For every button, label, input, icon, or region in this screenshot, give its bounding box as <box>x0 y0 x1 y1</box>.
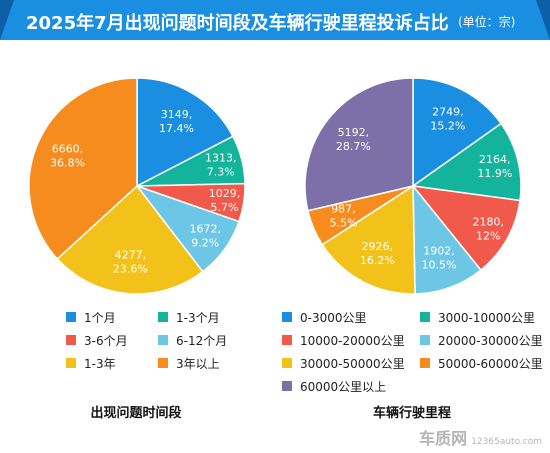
pie-data-label: 2749, 15.2% <box>430 105 465 132</box>
legend-label: 30000-50000公里 <box>300 356 405 371</box>
pie-slice <box>321 184 416 295</box>
pie-data-label: 4277, 23.6% <box>113 249 148 276</box>
header-notch-right <box>536 0 550 40</box>
watermark-logo: 车质网 12365auto.com <box>419 425 542 449</box>
watermark-url: 12365auto.com <box>471 437 542 447</box>
legend-label: 6-12个月 <box>176 333 228 348</box>
header-notch-left <box>0 0 14 40</box>
legend-item: 6-12个月 <box>158 332 227 348</box>
legend-item: 50000-60000公里 <box>420 355 543 371</box>
legend-swatch <box>66 335 76 345</box>
legend-swatch <box>420 358 430 368</box>
legend-item: 1-3年 <box>66 355 116 371</box>
legend-label: 0-3000公里 <box>300 310 367 325</box>
legend-swatch <box>282 335 292 345</box>
legend-swatch <box>282 358 292 368</box>
legend-item: 60000公里以上 <box>282 378 386 394</box>
pie-slice <box>304 77 414 212</box>
chart-title-mileage: 车辆行驶里程 <box>372 406 452 421</box>
legend-item: 10000-20000公里 <box>282 332 405 348</box>
legend-item: 3000-10000公里 <box>420 309 535 325</box>
pie-slice <box>56 184 204 295</box>
legend-label: 3000-10000公里 <box>438 310 536 325</box>
header-bar: 2025年7月出现问题时间段及车辆行驶里程投诉占比 (单位：宗) <box>0 0 550 40</box>
watermark-brand: 车质网 <box>419 429 468 448</box>
legend-swatch <box>282 381 292 391</box>
legend-label: 3-6个月 <box>84 333 128 348</box>
legend-label: 1-3个月 <box>176 310 220 325</box>
legend-swatch <box>282 312 292 322</box>
pie-data-label: 2180, 12% <box>473 215 505 242</box>
pie-data-label: 6660, 36.8% <box>50 142 85 169</box>
pie-slice <box>411 122 522 202</box>
pie-slice <box>412 183 482 295</box>
legend-label: 3年以上 <box>176 356 220 371</box>
pie-data-label: 987, 5.5% <box>329 203 357 230</box>
chart-title-time: 出现问题时间段 <box>90 406 182 421</box>
legend-item: 3-6个月 <box>66 332 128 348</box>
legend-label: 20000-30000公里 <box>438 333 543 348</box>
unit-label: (单位：宗) <box>458 15 516 29</box>
legend-swatch <box>66 312 76 322</box>
legend-item: 20000-30000公里 <box>420 332 543 348</box>
legend-item: 30000-50000公里 <box>282 355 405 371</box>
legend-swatch <box>158 358 168 368</box>
legend-swatch <box>158 335 168 345</box>
legend-swatch <box>158 312 168 322</box>
legend-label: 1个月 <box>84 310 116 325</box>
page-title: 2025年7月出现问题时间段及车辆行驶里程投诉占比 <box>26 13 449 34</box>
legend-label: 60000公里以上 <box>300 379 387 394</box>
pie-data-label: 3149, 17.4% <box>159 108 194 135</box>
legend-swatch <box>420 312 430 322</box>
pie-data-label: 2926, 16.2% <box>360 240 395 267</box>
pie-slice <box>28 77 138 260</box>
pie-data-label: 1029, 5.7% <box>209 187 241 214</box>
pie-data-label: 1672, 9.2% <box>190 222 222 249</box>
pie-data-label: 1902, 10.5% <box>422 244 457 271</box>
legend-swatch <box>66 358 76 368</box>
legend-item: 0-3000公里 <box>282 309 367 325</box>
pie-slice <box>411 185 521 272</box>
pie-data-label: 1313, 7.3% <box>205 152 237 179</box>
legend-label: 50000-60000公里 <box>438 356 543 371</box>
pie-slice <box>412 77 503 188</box>
pie-charts: 3149, 17.4% 1313, 7.3% 1029, 5.7% 1672, 9.2% 427… <box>28 77 522 295</box>
pie-data-label: 5192, 28.7% <box>336 126 371 153</box>
legend-label: 1-3年 <box>84 356 116 371</box>
pie-data-label: 2164, 11.9% <box>477 153 512 180</box>
pie-slice <box>136 77 234 188</box>
legend-item: 1-3个月 <box>158 309 220 325</box>
legend-item: 1个月 <box>66 309 116 325</box>
pie-0: 3149, 17.4% 1313, 7.3% 1029, 5.7% 1672, 9.2% 427… <box>28 77 246 295</box>
pie-1: 2749, 15.2% 2164, 11.9% 2180, 12% 1902, 10.5% 29… <box>304 77 522 295</box>
legend-item: 3年以上 <box>158 355 220 371</box>
legend-label: 10000-20000公里 <box>300 333 405 348</box>
legend-swatch <box>420 335 430 345</box>
